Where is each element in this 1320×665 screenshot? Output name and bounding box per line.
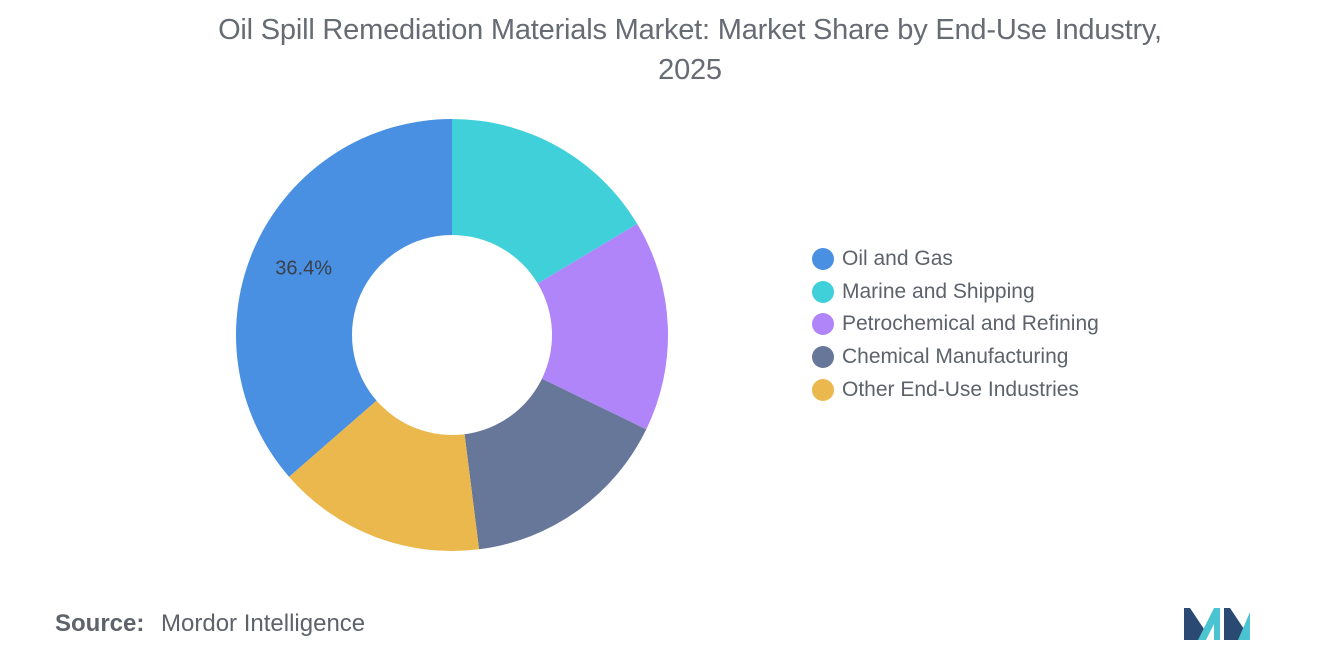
data-label: 36.4% <box>275 257 332 279</box>
legend-label: Chemical Manufacturing <box>842 345 1069 369</box>
chart-title-line-2: 2025 <box>658 54 722 86</box>
donut-slice-other-end-use-industries <box>289 400 480 551</box>
donut-slice-marine-and-shipping <box>452 119 638 284</box>
legend-item-oil-and-gas: Oil and Gas <box>812 243 1099 276</box>
source-note: Source: Mordor Intelligence <box>55 610 365 638</box>
legend-label: Marine and Shipping <box>842 279 1035 303</box>
legend-label: Oil and Gas <box>842 247 953 271</box>
legend-label: Other End-Use Industries <box>842 377 1079 401</box>
legend: Oil and Gas Marine and Shipping Petroche… <box>812 243 1099 406</box>
legend-label: Petrochemical and Refining <box>842 312 1099 336</box>
legend-item-petrochemical-and-refining: Petrochemical and Refining <box>812 308 1099 341</box>
source-value: Mordor Intelligence <box>161 610 366 637</box>
donut-slice-oil-and-gas <box>236 119 452 477</box>
chart-title-line-1: Oil Spill Remediation Materials Market: … <box>218 14 1162 46</box>
legend-swatch <box>812 280 834 303</box>
legend-item-chemical-manufacturing: Chemical Manufacturing <box>812 341 1099 374</box>
legend-swatch <box>812 378 834 401</box>
legend-item-other-end-use-industries: Other End-Use Industries <box>812 373 1099 406</box>
mordor-intelligence-logo-icon <box>1184 608 1250 640</box>
source-label: Source: <box>55 610 145 637</box>
donut-slice-chemical-manufacturing <box>464 378 647 550</box>
legend-item-marine-and-shipping: Marine and Shipping <box>812 276 1099 309</box>
legend-swatch <box>812 346 834 369</box>
donut-slice-petrochemical-and-refining <box>537 223 668 430</box>
chart-title: Oil Spill Remediation Materials Market: … <box>0 10 1320 90</box>
legend-swatch <box>812 313 834 336</box>
legend-swatch <box>812 248 834 271</box>
